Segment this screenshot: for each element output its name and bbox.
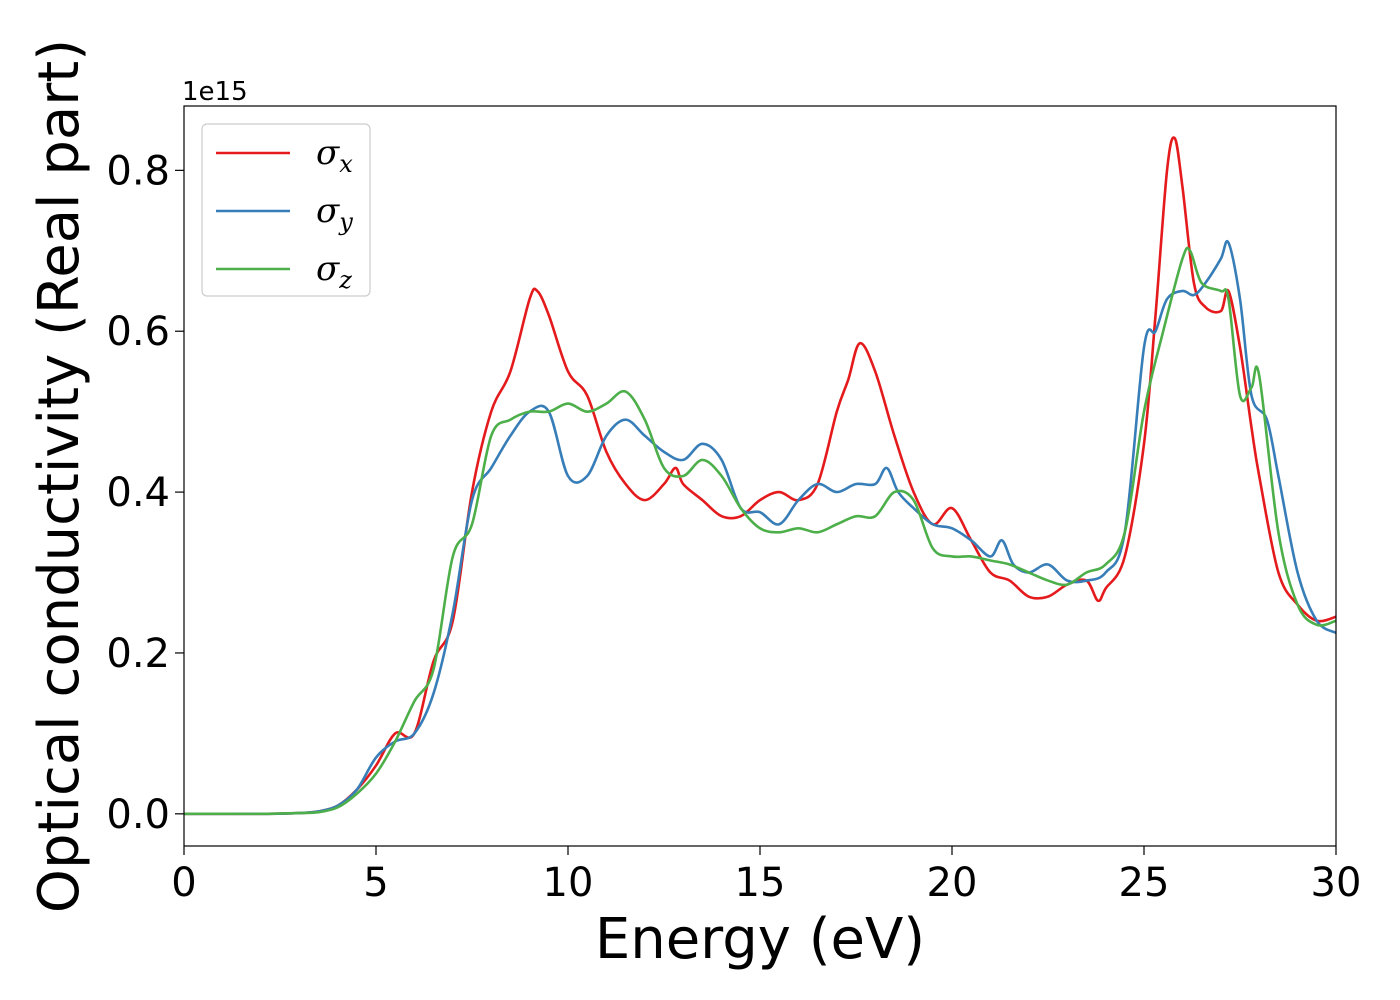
series-line-y — [184, 239, 1336, 816]
y-tick-label: 0.6 — [106, 309, 170, 355]
series-line-z — [184, 246, 1336, 816]
y-axis-label: Optical conductivity (Real part) — [27, 39, 92, 913]
x-tick-label: 25 — [1119, 860, 1170, 906]
y-tick-label: 0.8 — [106, 148, 170, 194]
x-axis-label: Energy (eV) — [595, 907, 925, 972]
x-tick-label: 0 — [171, 860, 196, 906]
x-axis: 0 5 10 15 20 25 30 — [171, 846, 1361, 906]
series-line-x — [184, 136, 1336, 816]
x-tick-label: 15 — [735, 860, 786, 906]
legend-entry-y: σy — [316, 191, 353, 236]
series-lines — [184, 136, 1336, 816]
y-tick-label: 0.2 — [106, 631, 170, 677]
y-offset-label: 1e15 — [182, 77, 248, 107]
x-tick-label: 20 — [927, 860, 978, 906]
plot-area — [184, 106, 1336, 846]
x-tick-label: 5 — [363, 860, 388, 906]
y-tick-label: 0.4 — [106, 470, 170, 516]
y-axis: 0.0 0.2 0.4 0.6 0.8 — [106, 148, 184, 838]
legend-entry-x: σx — [316, 133, 353, 178]
legend-entry-z: σz — [316, 249, 352, 294]
x-tick-label: 30 — [1311, 860, 1362, 906]
legend: σx σy σz — [201, 123, 371, 297]
x-tick-label: 10 — [543, 860, 594, 906]
y-tick-label: 0.0 — [106, 792, 170, 838]
